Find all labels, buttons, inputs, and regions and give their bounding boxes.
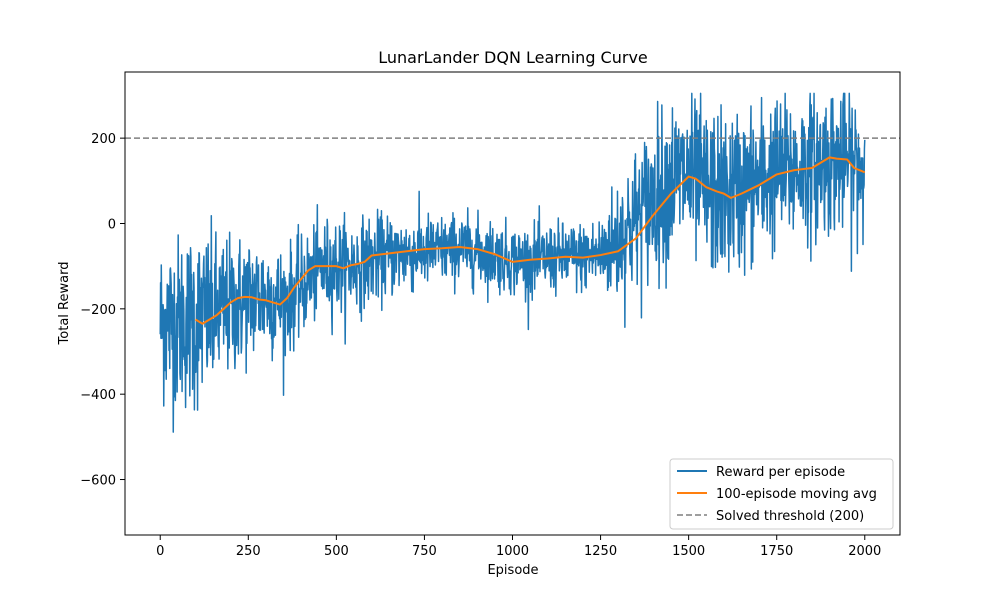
x-tick-label: 0 bbox=[156, 544, 164, 559]
x-tick-label: 2000 bbox=[848, 544, 881, 559]
moving-average-line bbox=[194, 156, 866, 325]
y-axis-label: Total Reward bbox=[57, 262, 72, 346]
x-axis-label: Episode bbox=[487, 563, 538, 578]
y-tick-label: −400 bbox=[80, 388, 116, 403]
legend-label-moving-average: 100-episode moving avg bbox=[716, 487, 877, 502]
reward-series-line bbox=[159, 92, 866, 433]
x-tick-label: 1500 bbox=[672, 544, 705, 559]
x-tick-label: 1250 bbox=[584, 544, 617, 559]
x-tick-label: 1750 bbox=[760, 544, 793, 559]
x-tick-label: 250 bbox=[236, 544, 261, 559]
y-tick-label: −600 bbox=[80, 474, 116, 489]
y-tick-label: 200 bbox=[91, 132, 116, 147]
legend: Reward per episode 100-episode moving av… bbox=[669, 458, 894, 530]
x-axis-ticks: 0 250 500 750 1000 1250 1500 1750 2000 bbox=[156, 535, 881, 559]
y-tick-label: −200 bbox=[80, 303, 116, 318]
x-tick-label: 1000 bbox=[496, 544, 529, 559]
x-tick-label: 500 bbox=[324, 544, 349, 559]
y-tick-label: 0 bbox=[108, 217, 116, 232]
legend-box bbox=[669, 458, 894, 530]
legend-label-threshold: Solved threshold (200) bbox=[716, 509, 864, 524]
y-axis-ticks: −600 −400 −200 0 200 bbox=[80, 132, 125, 489]
legend-label-reward: Reward per episode bbox=[716, 465, 845, 480]
chart-title: LunarLander DQN Learning Curve bbox=[378, 48, 648, 67]
x-tick-label: 750 bbox=[412, 544, 437, 559]
